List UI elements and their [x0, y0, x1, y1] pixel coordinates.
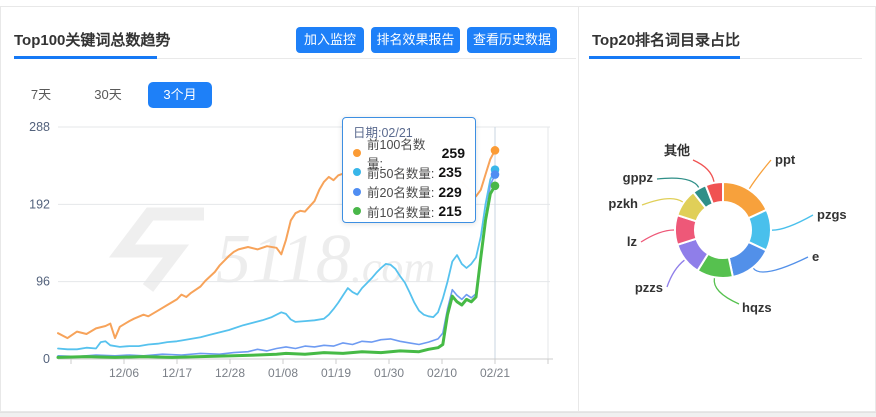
history-data-button[interactable]: 查看历史数据 [467, 27, 557, 53]
left-title-underline [14, 56, 157, 59]
top50-series-dot-icon [353, 168, 361, 177]
donut-label-e: e [812, 249, 819, 264]
tooltip-row-top20: 前20名数量: 229 [353, 182, 465, 202]
top20-series-dot-icon [353, 187, 361, 196]
donut-label-hqzs: hqzs [742, 300, 772, 315]
series-line-前20名数量 [57, 173, 496, 358]
donut-label-lz: lz [627, 234, 638, 249]
series-line-前10名数量 [56, 184, 497, 359]
donut-label-ppt: ppt [775, 152, 796, 167]
add-monitor-button[interactable]: 加入监控 [296, 27, 364, 53]
y-axis-label-288: 288 [29, 120, 50, 134]
watermark-5118-logo: 5118.com [108, 207, 435, 298]
series-end-dot-前10名数量 [490, 181, 500, 191]
ranking-report-button[interactable]: 排名效果报告 [371, 27, 460, 53]
donut-connector-pzzs [666, 259, 685, 288]
donut-segment-其他[interactable] [704, 181, 724, 205]
donut-connector-pzgs [771, 214, 814, 231]
y-axis-label-192: 192 [29, 197, 50, 211]
tooltip-row-top100: 前100名数量: 259 [353, 138, 465, 171]
bottom-strip [0, 412, 876, 417]
series-end-dot-前100名数量 [490, 146, 500, 155]
tooltip-row-top10: 前10名数量: 215 [353, 202, 465, 222]
donut-label-pzkh: pzkh [608, 196, 638, 211]
donut-label-其他: 其他 [664, 143, 690, 158]
donut-connector-lz [640, 229, 675, 243]
x-axis-label-12/06: 12/06 [109, 366, 139, 380]
x-axis-label-12/17: 12/17 [162, 366, 192, 380]
top100-series-dot-icon [353, 148, 361, 157]
left-header-divider [14, 58, 576, 59]
chart-tooltip: 日期:02/21 前100名数量: 259 前50名数量: 235 前20名数量… [342, 117, 476, 223]
trend-panel-title: Top100关键词总数趋势 [14, 32, 171, 49]
donut-connector-其他 [692, 159, 715, 182]
donut-connector-ppt [748, 159, 772, 190]
tab-30d[interactable]: 30天 [94, 87, 122, 102]
donut-connector-hqzs [713, 278, 740, 305]
trend-line-chart[interactable]: 5118.com 0 96 192 288 12/06 12/17 12/28 01/08 01/… [0, 112, 576, 384]
donut-label-gppz: gppz [623, 170, 654, 185]
tab-7d[interactable]: 7天 [30, 87, 52, 102]
donut-label-pzgs: pzgs [817, 207, 847, 222]
right-title-underline [589, 56, 740, 59]
x-axis-label-01/08: 01/08 [268, 366, 298, 380]
panel-divider [578, 6, 579, 412]
directory-donut-chart[interactable]: ppt pzgs e hqzs pzzs lz pzkh gppz 其他 [590, 118, 876, 364]
tab-3m-active[interactable]: 3个月 [148, 82, 212, 108]
tooltip-date: 日期:02/21 [353, 126, 413, 140]
x-axis-label-12/28: 12/28 [215, 366, 245, 380]
donut-label-pzzs: pzzs [635, 280, 663, 295]
tooltip-row-top50: 前50名数量: 235 [353, 163, 465, 183]
y-axis-label-96: 96 [36, 275, 50, 289]
donut-panel-title: Top20排名词目录占比 [592, 32, 741, 49]
series-line-前50名数量 [57, 168, 496, 351]
series-end-dot-前20名数量 [490, 170, 500, 179]
x-axis-label-02/10: 02/10 [427, 366, 457, 380]
top10-series-dot-icon [353, 207, 361, 216]
x-axis-label-01/19: 01/19 [321, 366, 351, 380]
x-axis-label-01/30: 01/30 [374, 366, 404, 380]
donut-connector-gppz [656, 177, 700, 188]
x-axis-label-02/21: 02/21 [480, 366, 510, 380]
donut-connector-e [752, 256, 809, 273]
donut-connector-pzkh [641, 197, 684, 206]
svg-text:5118.com: 5118.com [216, 221, 435, 298]
y-axis-label-0: 0 [43, 352, 50, 366]
